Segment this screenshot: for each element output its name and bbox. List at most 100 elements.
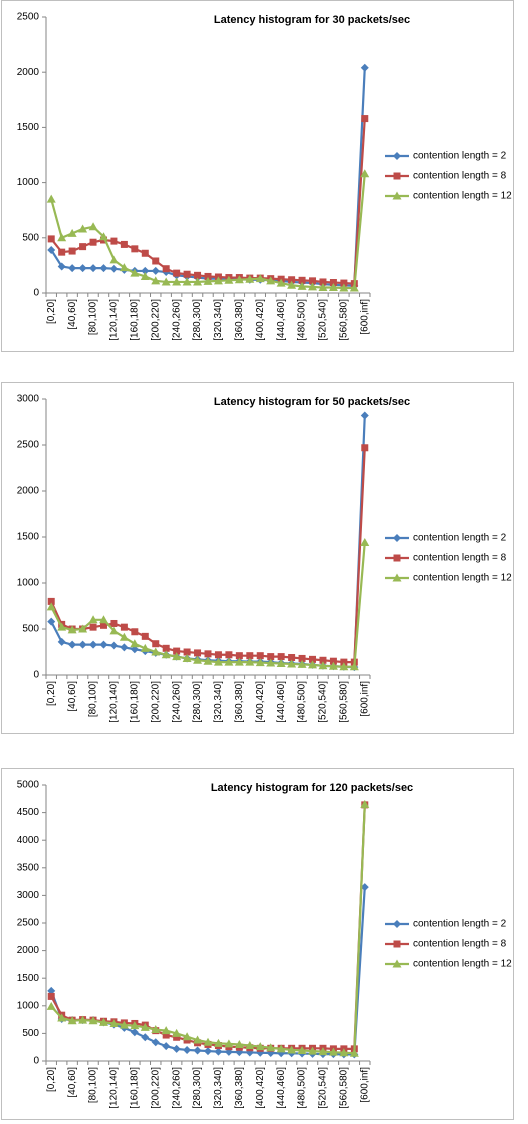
x-tick-label: [200,220]	[150, 681, 161, 723]
legend-label: contention length = 12	[413, 191, 512, 202]
data-point	[79, 243, 87, 251]
data-point	[162, 1042, 171, 1051]
x-tick-label: [400,420]	[255, 681, 266, 723]
x-tick-label: [520,540]	[318, 1067, 329, 1109]
data-point	[267, 653, 275, 661]
x-tick-label: [0,20]	[46, 1067, 57, 1092]
data-point	[328, 282, 338, 291]
series-line	[50, 542, 366, 668]
data-point	[109, 1018, 119, 1027]
data-point	[161, 650, 171, 659]
data-point	[318, 661, 328, 670]
data-point	[340, 279, 348, 287]
data-point	[276, 278, 286, 287]
chart: Latency histogram for 30 packets/sec 0 500…	[17, 12, 512, 341]
data-point	[298, 654, 306, 662]
series-line	[50, 887, 366, 1056]
data-point	[151, 1025, 161, 1034]
x-tick-label: [240,260]	[171, 1067, 182, 1109]
data-point	[119, 263, 129, 272]
data-point	[224, 1047, 233, 1056]
y-tick-label: 500	[22, 624, 39, 635]
x-tick-label: [400,420]	[255, 299, 266, 341]
x-tick-label: [520,540]	[318, 299, 329, 341]
data-point	[224, 275, 234, 284]
data-point	[204, 650, 212, 658]
data-point	[57, 233, 67, 242]
x-tick-label: [600,inf]	[359, 299, 370, 335]
x-tick-label: [560,580]	[339, 1067, 350, 1109]
series-line	[50, 447, 366, 664]
data-point	[329, 279, 337, 287]
data-point	[297, 281, 307, 290]
data-point	[130, 1028, 139, 1037]
x-tick-label: [320,340]	[213, 1067, 224, 1109]
legend-marker	[393, 920, 401, 928]
data-point	[161, 1026, 171, 1035]
y-tick-label: 500	[22, 1028, 39, 1039]
data-point	[349, 662, 359, 671]
y-tick-label: 1500	[17, 122, 40, 133]
data-point	[162, 1031, 170, 1039]
data-point	[78, 1015, 88, 1024]
data-point	[98, 232, 108, 241]
data-point	[193, 1035, 203, 1044]
data-point	[57, 622, 67, 631]
x-tick-label: [40,60]	[67, 681, 78, 712]
data-point	[276, 1044, 286, 1053]
data-point	[130, 268, 140, 277]
data-point	[162, 644, 170, 652]
x-tick-label: [160,180]	[129, 681, 140, 723]
data-point	[318, 1047, 328, 1056]
y-tick-label: 3000	[17, 890, 40, 901]
data-point	[298, 276, 306, 284]
chart-panel: Latency histogram for 120 packets/sec 0 50…	[1, 768, 514, 1120]
legend-label: contention length = 8	[413, 553, 507, 564]
data-point	[329, 657, 337, 665]
data-point	[193, 1046, 202, 1055]
data-point	[67, 625, 77, 634]
data-point	[110, 237, 118, 245]
data-point	[339, 1048, 349, 1057]
data-point	[194, 649, 202, 657]
data-point	[173, 269, 181, 277]
data-point	[287, 280, 297, 289]
x-tick-label: [80,100]	[88, 681, 99, 717]
data-point	[119, 1020, 129, 1029]
x-tick-label: [160,180]	[129, 299, 140, 341]
data-point	[162, 265, 170, 273]
data-point	[151, 266, 160, 275]
y-tick-label: 1000	[17, 1000, 40, 1011]
data-point	[78, 624, 88, 633]
data-point	[319, 278, 327, 286]
data-point	[277, 1049, 286, 1058]
x-tick-label: [120,140]	[109, 1067, 120, 1109]
data-point	[88, 222, 98, 231]
x-tick-label: [360,380]	[234, 299, 245, 341]
data-point	[89, 623, 97, 631]
data-point	[46, 602, 56, 611]
data-point	[151, 276, 161, 285]
data-point	[361, 115, 369, 123]
y-tick-label: 0	[33, 288, 39, 299]
x-tick-label: [600,inf]	[359, 1067, 370, 1103]
data-point	[57, 637, 66, 646]
data-point	[340, 658, 348, 666]
data-point	[245, 274, 255, 283]
data-point	[172, 1028, 182, 1037]
x-tick-label: [520,540]	[318, 681, 329, 723]
legend-label: contention length = 8	[413, 939, 507, 950]
data-point	[319, 656, 327, 664]
data-point	[309, 277, 317, 285]
data-point	[297, 659, 307, 668]
x-tick-label: [40,60]	[67, 1067, 78, 1098]
data-point	[130, 1021, 140, 1030]
legend-marker	[393, 534, 401, 542]
data-point	[99, 640, 108, 649]
data-point	[89, 640, 98, 649]
x-tick-label: [280,300]	[192, 681, 203, 723]
y-tick-label: 0	[33, 670, 39, 681]
data-point	[246, 652, 254, 660]
data-point	[204, 1047, 212, 1056]
data-point	[360, 411, 369, 420]
